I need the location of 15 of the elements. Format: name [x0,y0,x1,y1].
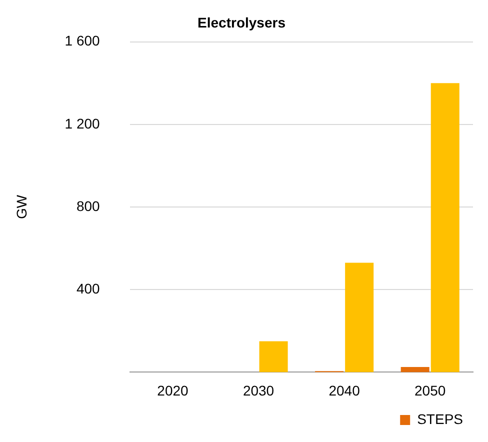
y-tick-label: 800 [76,198,100,214]
chart-title: Electrolysers [198,14,286,30]
y-tick-label: 1 600 [64,32,100,49]
x-tick-label: 2030 [242,382,274,398]
bar [400,367,430,372]
bar [259,341,288,372]
y-axis-title: GW [13,194,30,220]
x-tick-label: 2040 [328,382,360,398]
y-tick-label: 400 [76,280,100,296]
x-tick-label: 2050 [414,382,446,398]
bar [430,83,460,372]
bar [345,262,374,372]
legend-label: STEPS [417,410,464,427]
y-tick-label: 1 200 [64,115,100,132]
x-tick-label: 2020 [157,382,189,398]
